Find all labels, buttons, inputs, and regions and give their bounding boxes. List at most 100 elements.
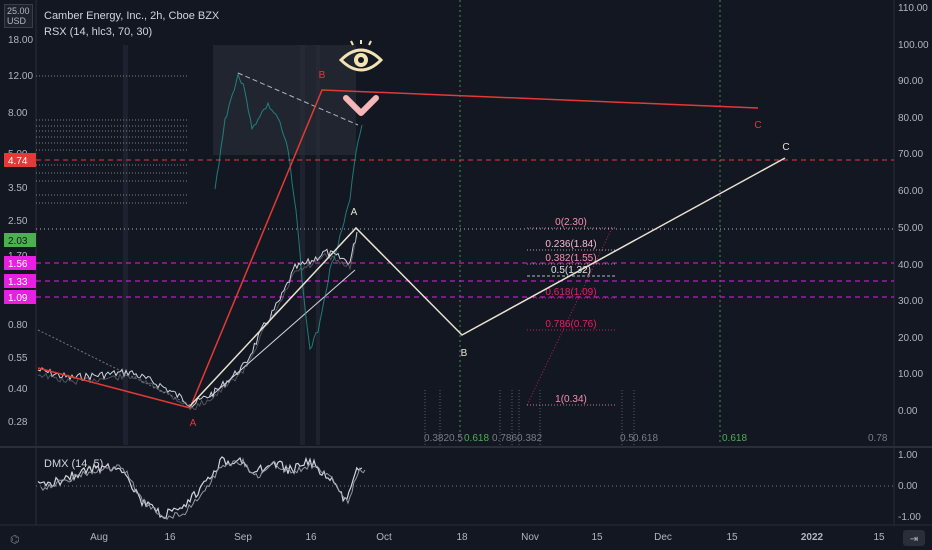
price-tag: 1.56: [4, 256, 36, 270]
x-tick-label: Dec: [654, 532, 672, 543]
wave-label-c-white: C: [782, 142, 789, 153]
time-fib-label: 0.5: [449, 433, 463, 444]
x-tick-label: 18: [456, 532, 468, 543]
price-tags: 4.74 2.03 1.56 1.33 1.09: [4, 153, 36, 304]
x-tick-label: Oct: [376, 532, 392, 543]
left-tick-label: 12.00: [8, 71, 33, 82]
white-wave-abc[interactable]: [189, 157, 786, 407]
time-fib-labels: 0.382 0.5 0.618 0.786 0.382 0.5 0.618 0.618 0.78: [424, 433, 888, 444]
price-series: [37, 231, 358, 408]
wave-label-b-red: B: [319, 70, 326, 81]
price-tag: 2.03: [4, 233, 36, 247]
time-axis[interactable]: Aug 16 Sep 16 Oct 18 Nov 15 Dec 15 2022 15: [90, 532, 885, 543]
trend-line-dotted: [37, 329, 191, 406]
x-tick-label: 16: [305, 532, 317, 543]
right-tick-label: 90.00: [898, 76, 923, 87]
left-tick-label: 0.28: [8, 417, 28, 428]
time-fib-label: 0.618: [633, 433, 658, 444]
scroll-button[interactable]: [903, 530, 925, 546]
dmx-tick-label: -1.00: [898, 512, 921, 523]
x-tick-label: Aug: [90, 532, 108, 543]
right-tick-label: 0.00: [898, 406, 918, 417]
rsx-level-lines: [36, 75, 187, 204]
fib-level-label: 1(0.34): [555, 394, 587, 405]
time-fib-label: 0.382: [517, 433, 542, 444]
time-fib-lines: [424, 390, 635, 445]
left-tick-label: 18.00: [8, 35, 33, 46]
price-tag: 4.74: [4, 153, 36, 167]
dmx-line: [37, 456, 363, 519]
right-tick-label: 70.00: [898, 149, 923, 160]
left-tick-label: 2.50: [8, 216, 28, 227]
rsx-divergence-line: [237, 72, 359, 126]
fib-retracement[interactable]: 0(2.30) 0.236(1.84) 0.382(1.55)0.5(1.32) 0.…: [526, 217, 615, 406]
time-fib-label: 0.78: [868, 433, 888, 444]
left-tick-label: 0.40: [8, 384, 28, 395]
right-rsx-axis[interactable]: 110.00 100.00 90.00 80.00 70.00 60.00 50.00 40.…: [898, 3, 929, 417]
rsx-indicator-label[interactable]: RSX (14, hlc3, 70, 30): [44, 26, 153, 38]
time-fib-label: 0.618: [722, 433, 747, 444]
right-tick-label: 60.00: [898, 186, 923, 197]
right-tick-label: 30.00: [898, 296, 923, 307]
rsx-shade-bar: [300, 45, 305, 445]
currency-box[interactable]: 25.00 USD: [4, 4, 33, 28]
right-tick-label: 110.00: [898, 3, 928, 14]
x-tick-label: 15: [591, 532, 603, 543]
wave-label-a-white: A: [351, 207, 358, 218]
svg-text:1.09: 1.09: [8, 293, 28, 304]
svg-text:1.56: 1.56: [8, 259, 28, 270]
dmx-indicator-label[interactable]: DMX (14, 5): [44, 458, 104, 470]
fib-level-label: 0.786(0.76): [545, 319, 596, 330]
rsx-shade-bars: [123, 45, 320, 445]
right-tick-label: 40.00: [898, 260, 923, 271]
svg-text:4.74: 4.74: [8, 156, 28, 167]
fib-level-label: 0.618(1.09): [545, 287, 596, 298]
chart-title: Camber Energy, Inc., 2h, Cboe BZX: [44, 10, 220, 22]
time-fib-label: 0.382: [424, 433, 449, 444]
time-fib-label: 0.786: [492, 433, 517, 444]
wave-label-c-red: C: [754, 120, 761, 131]
right-tick-label: 10.00: [898, 369, 923, 380]
x-tick-label: Nov: [521, 532, 539, 543]
x-tick-label: Sep: [234, 532, 252, 543]
left-tick-label: 0.55: [8, 353, 28, 364]
right-tick-label: 100.00: [898, 40, 929, 51]
x-tick-label: 16: [164, 532, 176, 543]
tradingview-logo-icon: ⌬: [10, 534, 20, 546]
red-wave-abc[interactable]: [37, 89, 759, 409]
svg-text:1.33: 1.33: [8, 277, 28, 288]
x-tick-label: 15: [873, 532, 885, 543]
time-fib-label: 0.618: [464, 433, 489, 444]
rsx-shade-bar: [123, 45, 128, 445]
dmx-tick-label: 1.00: [898, 450, 918, 461]
dmx-tick-label: 0.00: [898, 481, 918, 492]
fib-level-label: 0.5(1.32): [551, 265, 591, 276]
scroll-icon: ⇥: [910, 534, 918, 545]
currency-label: USD: [7, 16, 27, 26]
svg-text:2.03: 2.03: [8, 236, 28, 247]
time-fib-label: 0.5: [620, 433, 634, 444]
price-series-shadow: [37, 235, 358, 411]
x-tick-label: 15: [726, 532, 738, 543]
left-tick-label: 0.80: [8, 320, 28, 331]
wave-label-b-white: B: [461, 348, 468, 359]
fib-level-label: 0.382(1.55): [545, 253, 596, 264]
left-tick-label: 3.50: [8, 183, 28, 194]
right-tick-label: 20.00: [898, 333, 923, 344]
channel-line: [209, 269, 356, 398]
fib-level-label: 0(2.30): [555, 217, 587, 228]
fib-level-label: 0.236(1.84): [545, 239, 596, 250]
chevron-down-icon: [343, 95, 379, 116]
currency-value: 25.00: [7, 6, 30, 16]
dmx-axis[interactable]: 1.00 0.00 -1.00: [898, 450, 921, 523]
x-tick-label: 2022: [801, 532, 824, 543]
wave-label-a-red: A: [190, 418, 197, 429]
rsx-shade-bar: [316, 45, 320, 445]
price-tag: 1.09: [4, 290, 36, 304]
right-tick-label: 80.00: [898, 113, 923, 124]
left-tick-label: 8.00: [8, 108, 28, 119]
dmx-signal-line: [40, 457, 366, 520]
price-tag: 1.33: [4, 274, 36, 288]
